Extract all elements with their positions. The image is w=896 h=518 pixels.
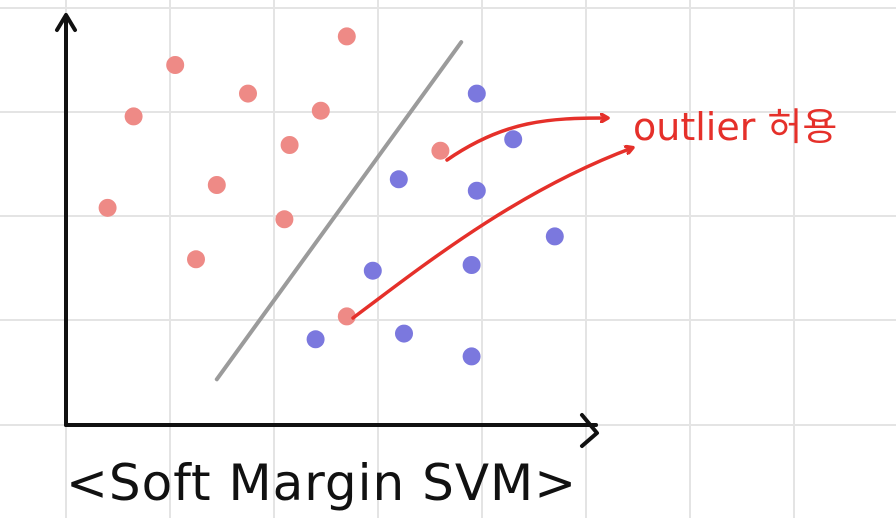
outlier-point-10 — [431, 141, 450, 160]
class-b-point-7 — [306, 330, 325, 349]
decision-boundary-line — [214, 40, 464, 382]
class-a-point-4 — [124, 107, 143, 126]
class-b-point-6 — [462, 256, 481, 274]
class-a-point-6 — [207, 176, 226, 194]
class-a-point-8 — [275, 210, 294, 229]
class-b-point-3 — [467, 181, 486, 200]
class-b-point-5 — [363, 261, 382, 280]
class-b-point-1 — [504, 130, 523, 149]
class-a-point-1 — [166, 56, 185, 74]
class-a-point-7 — [98, 198, 117, 217]
axes — [55, 13, 599, 448]
class-a-point-9 — [187, 250, 205, 269]
class-b-point-9 — [462, 347, 481, 366]
y-axis-arrowhead — [55, 13, 77, 32]
x-axis-arrowhead — [580, 413, 599, 448]
class-a-point-3 — [311, 101, 330, 120]
class-b-point-2 — [389, 170, 408, 189]
class-b-point-0 — [467, 84, 486, 103]
class-a-point-2 — [239, 84, 257, 103]
outlier-arrows — [351, 118, 632, 320]
outlier-point-11 — [337, 307, 356, 326]
outlier-arrow-upper — [445, 118, 607, 162]
class-b-point-8 — [395, 324, 413, 343]
outlier-arrow-lower — [351, 148, 632, 320]
class-b-point-4 — [545, 227, 564, 246]
diagram-caption: <Soft Margin SVM> — [66, 454, 577, 512]
class-a-point-5 — [280, 136, 299, 154]
class-a-point-0 — [337, 27, 356, 46]
outlier-annotation: outlier 허용 — [633, 105, 837, 149]
data-points — [98, 27, 564, 366]
